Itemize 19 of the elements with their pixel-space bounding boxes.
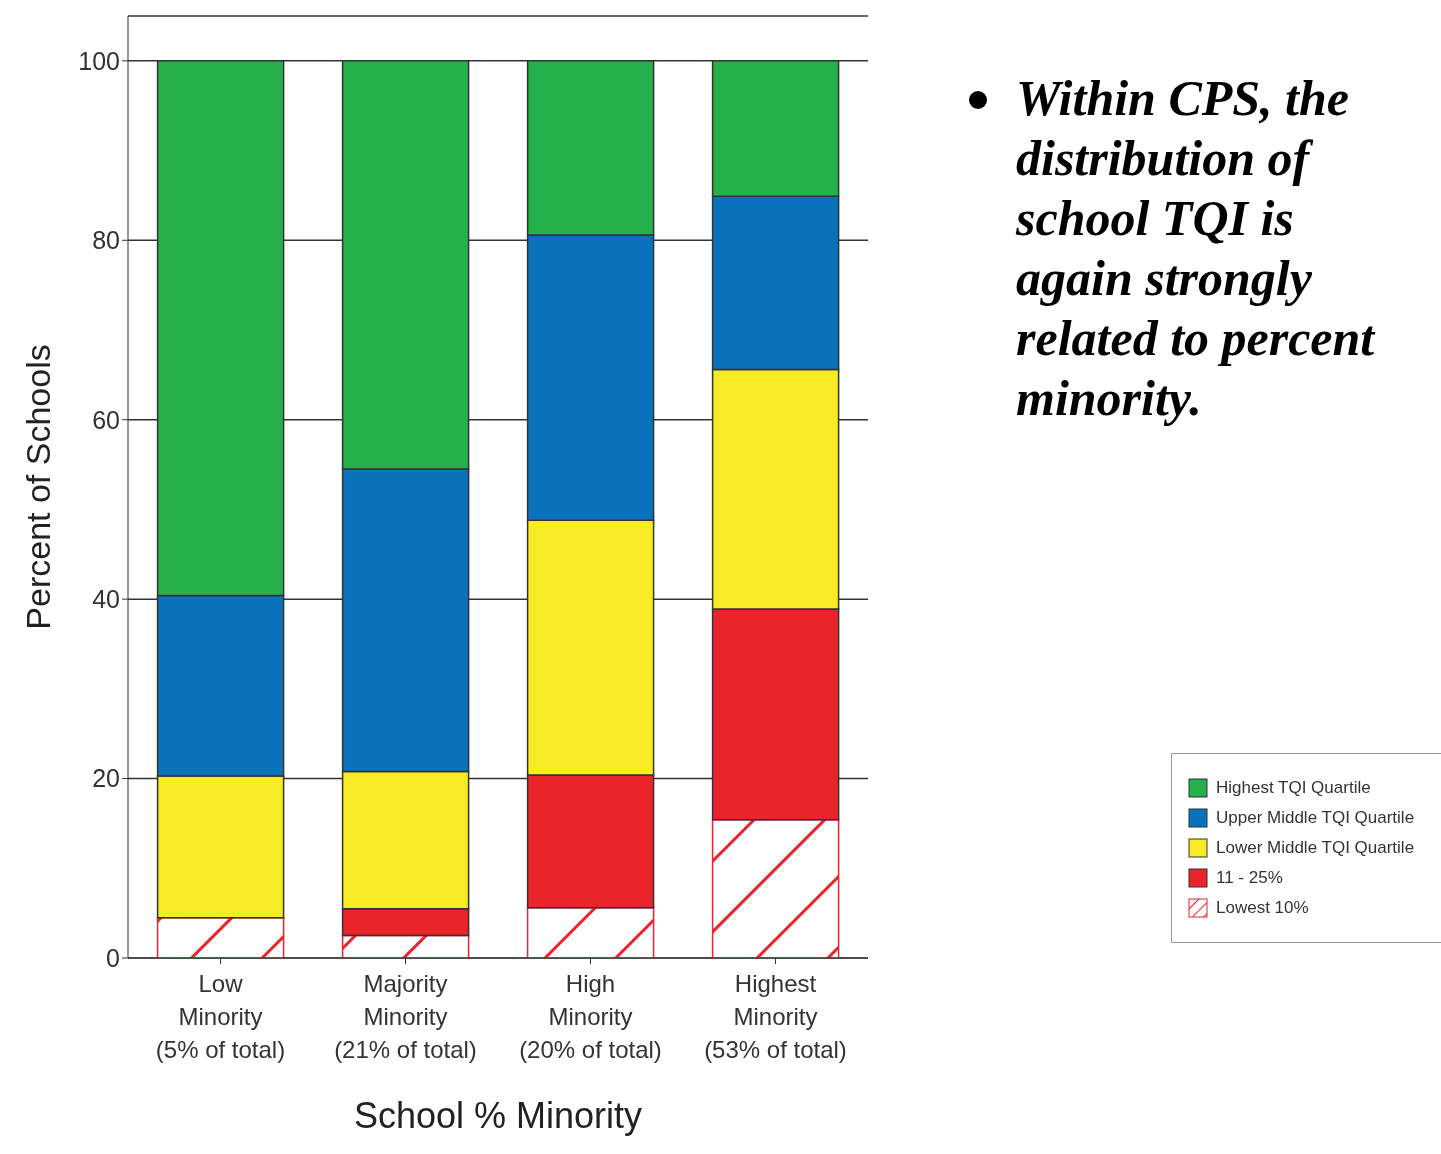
legend-label: Highest TQI Quartile [1216,778,1371,798]
y-tick-label: 100 [78,46,120,75]
x-tick-label: High Minority (20% of total) [519,970,662,1063]
text: Within CPS, the distribution of school TQI is again strongly related to percent minority. [1016,69,1377,428]
x-tick-label: Low Minority (5% of total) [155,970,286,1063]
x-axis-title: School % Minority [353,1095,643,1136]
bar [156,916,285,958]
legend-label: Lower Middle TQI Quartile [1216,838,1415,858]
y-tick-label: 60 [92,405,120,434]
x-tick-label: Majority Minority (21% of total) [334,970,477,1063]
y-tick-label: 0 [106,943,120,972]
y-tick-label: 80 [92,226,120,255]
y-axis-title: Percent of Schools [19,344,58,630]
y-tick-label: 20 [92,764,120,793]
legend-label: 11 - 25% [1216,868,1283,888]
x-tick-label: Highest Minority (53% of total) [704,970,847,1063]
legend-label: Upper Middle TQI Quartile [1216,808,1415,828]
y-tick-label: 40 [92,585,120,614]
text: Lowest 10% [1216,898,1309,918]
